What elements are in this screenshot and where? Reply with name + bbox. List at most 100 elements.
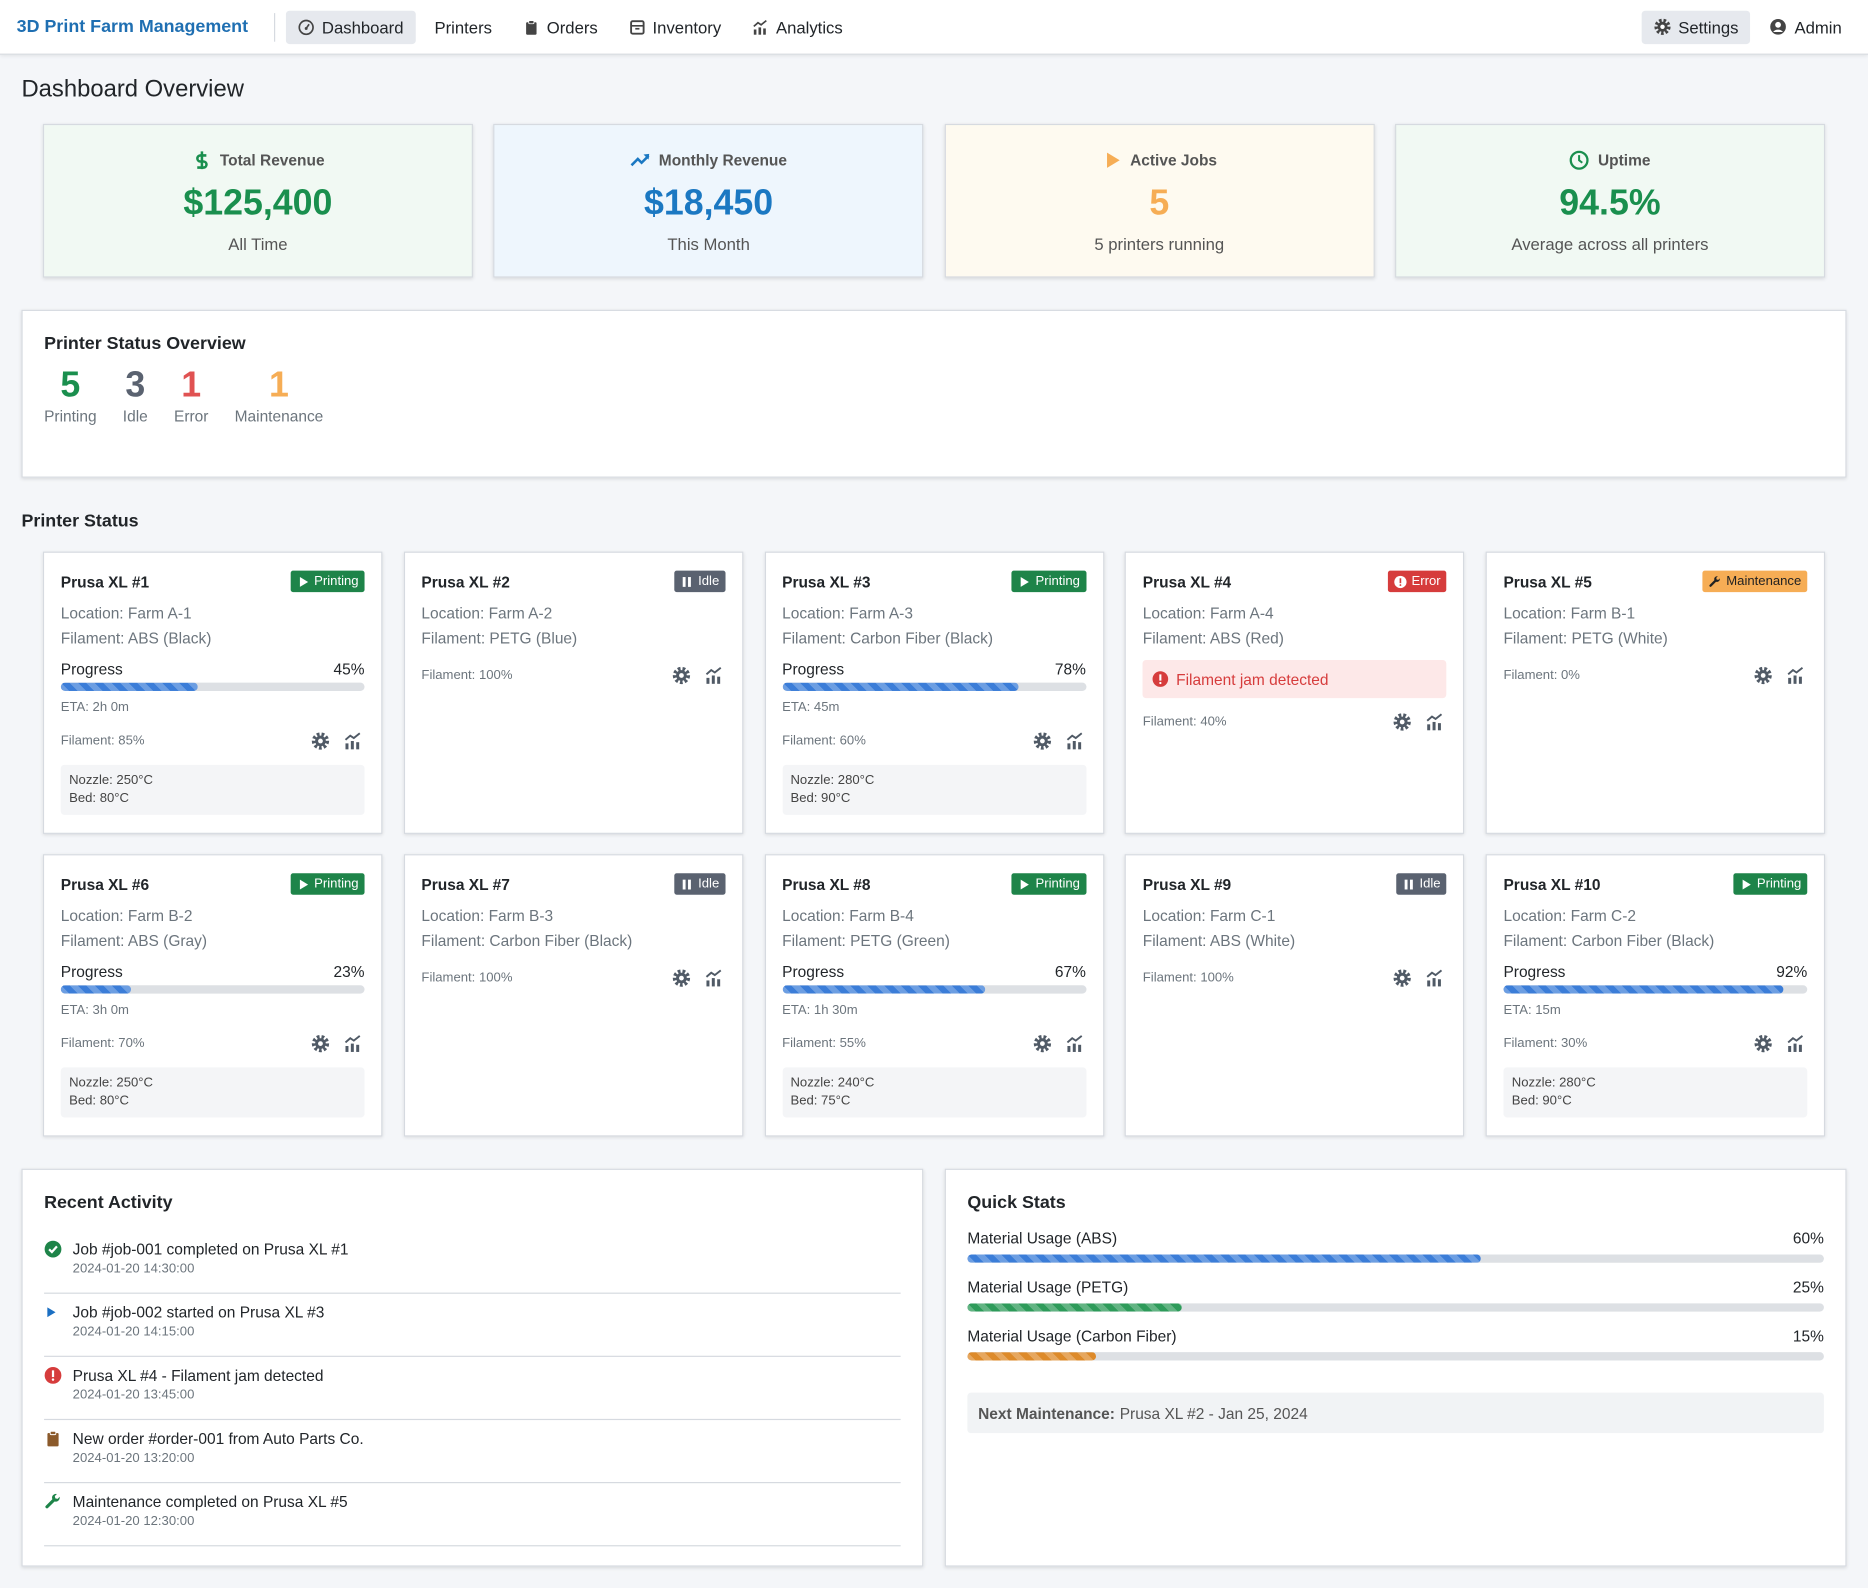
usage-fill xyxy=(967,1303,1182,1312)
gear-icon[interactable] xyxy=(311,731,330,750)
printer-name: Prusa XL #9 xyxy=(1142,875,1232,893)
gear-icon[interactable] xyxy=(1032,731,1051,750)
icon-shape xyxy=(1426,713,1443,722)
gear-icon[interactable] xyxy=(672,666,691,685)
icon-shape xyxy=(716,979,720,987)
usage-fill xyxy=(967,1352,1096,1361)
icon-shape xyxy=(1775,21,1782,28)
progress-track xyxy=(782,985,1086,994)
gear-icon[interactable] xyxy=(1032,1034,1051,1053)
stat-note: All Time xyxy=(228,234,288,254)
icon-shape xyxy=(1077,1044,1081,1052)
status-count: 1 Error xyxy=(174,365,208,426)
gear-icon[interactable] xyxy=(1754,1034,1773,1053)
icon-shape xyxy=(763,27,767,35)
status-text: Idle xyxy=(1419,876,1441,892)
activity-list: Job #job-001 completed on Prusa XL #1 202… xyxy=(44,1231,901,1547)
wrench-icon xyxy=(1709,575,1720,587)
icon-shape xyxy=(1709,575,1720,587)
card-header: Prusa XL #5 Maintenance xyxy=(1503,569,1808,593)
icon-shape xyxy=(526,21,537,35)
printer-filament: Filament: Carbon Fiber (Black) xyxy=(782,629,993,647)
activity-text: Maintenance completed on Prusa XL #5 xyxy=(72,1492,348,1511)
progress-row: Progress 67% xyxy=(782,960,1086,981)
filament-level: Filament: 100% xyxy=(421,970,513,986)
chart-icon[interactable] xyxy=(343,1034,362,1053)
chart-icon[interactable] xyxy=(1425,712,1444,731)
filament-level: Filament: 40% xyxy=(1142,714,1227,730)
icon-shape xyxy=(688,879,691,889)
icon-shape xyxy=(1432,721,1436,731)
activity-text: Prusa XL #4 - Filament jam detected xyxy=(72,1366,324,1385)
chart-icon[interactable] xyxy=(704,666,723,685)
bed-temp: Bed: 75°C xyxy=(790,1093,851,1108)
section-title: Printer Status xyxy=(21,511,139,532)
gear-icon[interactable] xyxy=(1393,969,1412,988)
gear-icon[interactable] xyxy=(311,1034,330,1053)
nav-item[interactable]: Dashboard xyxy=(286,10,416,44)
icon-shape xyxy=(1404,879,1407,889)
eta: ETA: 2h 0m xyxy=(60,700,129,715)
icon-shape xyxy=(1400,975,1405,981)
status-text: Idle xyxy=(698,574,720,589)
icon-shape xyxy=(1754,666,1772,685)
status-badge: Error xyxy=(1387,570,1447,593)
icon-shape xyxy=(1432,978,1436,987)
filament-row: Filament: 40% xyxy=(1143,708,1447,737)
alert-icon xyxy=(1394,575,1407,588)
stat-label-text: Total Revenue xyxy=(219,150,325,169)
card-header: Prusa XL #4 Error xyxy=(1143,569,1447,593)
card-actions xyxy=(311,731,362,750)
gear-icon[interactable] xyxy=(1754,666,1773,685)
progress-value: 23% xyxy=(333,961,365,980)
icon-shape xyxy=(705,969,722,978)
nav-item[interactable]: Analytics xyxy=(740,10,854,43)
chart-icon[interactable] xyxy=(1064,1034,1083,1053)
icon-shape xyxy=(706,980,710,987)
chart-icon[interactable] xyxy=(1425,969,1444,988)
eta: ETA: 3h 0m xyxy=(60,1003,129,1018)
filament-row: Filament: 60% xyxy=(782,727,1086,756)
status-text: Error xyxy=(1411,574,1441,589)
stat-label: Total Revenue xyxy=(191,149,325,170)
card-actions xyxy=(672,666,723,685)
chart-icon[interactable] xyxy=(343,731,362,750)
printer-filament: Filament: ABS (Red) xyxy=(1142,629,1284,647)
chart-icon[interactable] xyxy=(704,969,723,988)
printer-location: Location: Farm A-3 xyxy=(782,604,913,622)
progress-fill xyxy=(60,985,131,994)
icon-shape xyxy=(1798,1044,1802,1052)
gear-icon[interactable] xyxy=(1393,712,1412,731)
printer-name: Prusa XL #7 xyxy=(421,875,510,893)
nav-item[interactable]: Printers xyxy=(423,10,504,43)
activity-content: Job #job-002 started on Prusa XL #3 2024-… xyxy=(73,1301,325,1347)
stat-card: Total Revenue $125,400 All Time xyxy=(42,123,473,278)
gear-icon xyxy=(1654,18,1671,35)
icon-shape xyxy=(1798,676,1802,684)
usage-fill xyxy=(967,1254,1482,1263)
chart-icon[interactable] xyxy=(1786,1034,1805,1053)
chart-icon[interactable] xyxy=(1786,666,1805,685)
icon-shape xyxy=(1159,681,1162,685)
icon-shape xyxy=(1793,1043,1797,1052)
icon-shape xyxy=(706,677,710,684)
icon-shape xyxy=(311,1034,330,1053)
status-badge: Printing xyxy=(1733,873,1808,895)
progress-label: Progress xyxy=(782,659,845,678)
nav-item[interactable]: Orders xyxy=(511,10,610,43)
chart-icon[interactable] xyxy=(1064,731,1083,750)
icon-shape xyxy=(49,1430,57,1436)
activity-item: Job #job-002 started on Prusa XL #3 2024-… xyxy=(44,1294,901,1357)
icon-shape xyxy=(51,1378,55,1381)
gear-icon[interactable] xyxy=(672,969,691,988)
settings-button[interactable]: Settings xyxy=(1641,10,1751,44)
icon-shape xyxy=(1426,969,1443,978)
icon-shape xyxy=(47,1307,56,1318)
count-label: Printing xyxy=(44,407,97,426)
nav-item[interactable]: Inventory xyxy=(617,10,733,43)
status-badge: Idle xyxy=(674,570,726,593)
user-menu[interactable]: Admin xyxy=(1758,10,1854,43)
stat-value: $18,450 xyxy=(643,183,774,223)
recent-activity: Recent Activity Job #job-001 completed on… xyxy=(21,1168,924,1567)
